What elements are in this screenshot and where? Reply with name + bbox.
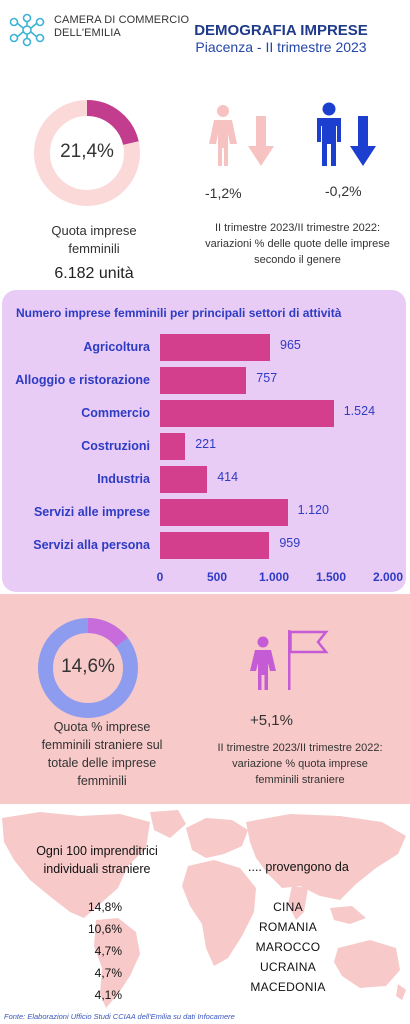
origin-country-1: CINA xyxy=(273,900,303,914)
foreign-change-line3: femminili straniere xyxy=(255,774,345,786)
foreign-change-line1: II trimestre 2023/II trimestre 2022: xyxy=(217,742,383,754)
x-tick-label: 1.500 xyxy=(315,570,347,584)
chart-title: Numero imprese femminili per principali … xyxy=(16,306,342,320)
category-label: Servizi alla persona xyxy=(33,538,150,552)
women-enterprises-units: 6.182 unità xyxy=(54,265,134,282)
foreign-caption-line1: Quota % imprese xyxy=(53,720,151,734)
category-label: Industria xyxy=(97,472,150,486)
origins-caption-line1: Ogni 100 imprenditrici xyxy=(36,844,158,858)
category-label: Commercio xyxy=(81,406,150,420)
category-label: Agricoltura xyxy=(83,340,150,354)
origins-caption: Ogni 100 imprenditrici individuali stran… xyxy=(22,842,172,878)
bar xyxy=(160,532,270,559)
women-share-caption: Quota imprese femminili xyxy=(18,222,170,258)
foreign-change-line2: variazione % quota imprese xyxy=(232,758,368,770)
women-share-caption-line2: femminili xyxy=(68,241,120,256)
origins-caption-line2: individuali straniere xyxy=(43,862,151,876)
gender-caption-line3: secondo il genere xyxy=(254,254,341,266)
origin-share-5: 4,1% xyxy=(94,988,122,1002)
foreign-caption-line2: femminili straniere sul xyxy=(41,738,163,752)
origins-from-text: .... provengono da xyxy=(248,860,349,874)
man-icon xyxy=(317,102,341,166)
foreign-caption-line3: totale delle imprese xyxy=(47,756,157,770)
origin-share-4: 4,7% xyxy=(94,966,122,980)
origin-country-3: MAROCCO xyxy=(255,940,321,954)
x-tick-label: 0 xyxy=(156,570,164,584)
bar-value-label: 1.524 xyxy=(343,404,376,418)
woman-icon xyxy=(209,105,237,166)
female-change: -1,2% xyxy=(205,185,242,201)
bar xyxy=(160,400,334,427)
bar-value-label: 1.120 xyxy=(297,503,329,517)
origin-country-5: MACEDONIA xyxy=(250,980,326,994)
bar-value-label: 965 xyxy=(280,338,301,352)
bar xyxy=(160,334,270,361)
x-tick-label: 1.000 xyxy=(258,570,290,584)
woman-foreign-icon xyxy=(250,636,276,690)
bar xyxy=(160,367,247,394)
bar xyxy=(160,433,186,460)
org-name: CAMERA DI COMMERCIO DELL'EMILIA xyxy=(54,14,189,40)
origin-share-2: 10,6% xyxy=(87,922,122,936)
origin-country-2: ROMANIA xyxy=(258,920,318,934)
page-title: DEMOGRAFIA IMPRESE xyxy=(194,22,368,39)
women-share-caption-line1: Quota imprese xyxy=(51,223,137,238)
female-down-arrow-icon xyxy=(248,116,274,166)
women-share-value: 21,4% xyxy=(60,141,114,162)
world-map-icon xyxy=(2,810,406,1008)
foreign-share-value: 14,6% xyxy=(61,656,115,677)
foreign-share-caption: Quota % imprese femminili straniere sul … xyxy=(22,718,182,790)
gender-caption-line1: II trimestre 2023/II trimestre 2022: xyxy=(214,222,381,234)
origin-share-1: 14,8% xyxy=(87,900,122,914)
gender-variation-caption: II trimestre 2023/II trimestre 2022: var… xyxy=(190,220,405,268)
page-subtitle: Piacenza - II trimestre 2023 xyxy=(195,39,367,55)
origin-share-3: 4,7% xyxy=(94,944,122,958)
bar xyxy=(160,499,288,526)
foreign-share-donut xyxy=(38,618,138,718)
foreign-change-caption: II trimestre 2023/II trimestre 2022: var… xyxy=(195,740,405,788)
foreign-share-donut-segment xyxy=(38,618,138,718)
women-share-donut-segment xyxy=(34,100,140,206)
source-note: Fonte: Elaborazioni Ufficio Studi CCIAA … xyxy=(4,1012,235,1021)
bar-value-label: 414 xyxy=(217,470,239,484)
bar xyxy=(160,466,208,493)
male-down-arrow-icon xyxy=(350,116,376,166)
foreign-share-change: +5,1% xyxy=(250,712,293,729)
x-tick-label: 2.000 xyxy=(372,570,404,584)
category-label: Costruzioni xyxy=(81,439,150,453)
bar-value-label: 221 xyxy=(195,437,217,451)
origin-country-4: UCRAINA xyxy=(259,960,317,974)
bar-value-label: 757 xyxy=(256,371,278,385)
bar-value-label: 959 xyxy=(279,536,301,550)
org-name-line1: CAMERA DI COMMERCIO xyxy=(54,14,190,26)
chamber-logo-icon xyxy=(9,13,45,47)
flag-icon xyxy=(288,630,329,690)
gender-caption-line2: variazioni % delle quote delle imprese xyxy=(205,238,390,250)
category-label: Servizi alle imprese xyxy=(33,505,150,519)
x-tick-label: 500 xyxy=(206,570,228,584)
org-name-line2: DELL'EMILIA xyxy=(54,27,121,39)
male-change: -0,2% xyxy=(325,183,362,199)
women-share-donut xyxy=(34,100,140,206)
category-label: Alloggio e ristorazione xyxy=(15,373,150,387)
foreign-caption-line4: femminili xyxy=(77,774,127,788)
